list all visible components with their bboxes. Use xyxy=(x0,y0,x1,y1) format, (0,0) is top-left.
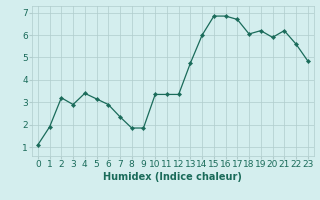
X-axis label: Humidex (Indice chaleur): Humidex (Indice chaleur) xyxy=(103,172,242,182)
